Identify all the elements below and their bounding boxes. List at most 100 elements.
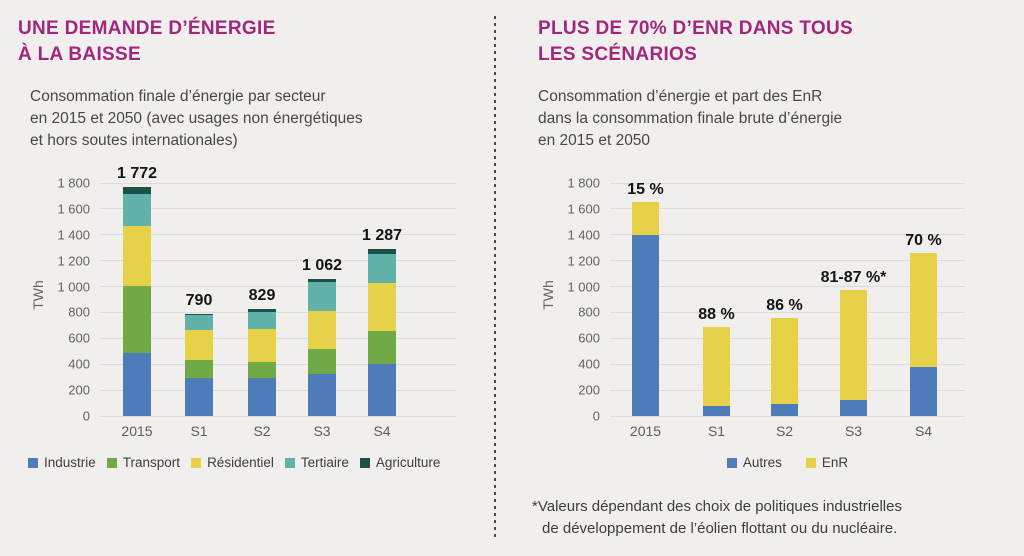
bar-segment-s2-transport <box>248 361 276 379</box>
legend-swatch-residentiel <box>191 457 202 468</box>
legend-label-transport: Transport <box>122 455 181 470</box>
legend-label-residentiel: Résidentiel <box>207 455 274 470</box>
left-chart-subtitle: Consommation finale d’énergie par secteu… <box>30 86 363 152</box>
y-tick-label-1400: 1 400 <box>57 227 90 243</box>
legend-swatch-autres <box>726 457 737 468</box>
bar-segment-2015-transport <box>123 285 151 353</box>
bar-segment-s3-residentiel <box>308 310 336 349</box>
x-category-label-s1: S1 <box>707 423 726 439</box>
y-tick-label-1200: 1 200 <box>567 253 600 269</box>
right-chart-subtitle: Consommation d’énergie et part des EnR d… <box>538 86 842 152</box>
y-tick-label-400: 400 <box>578 356 600 372</box>
y-tick-label-200: 200 <box>578 382 600 398</box>
bar-segment-s1-transport <box>185 359 213 379</box>
bar-segment-s4-enr <box>910 252 937 367</box>
y-tick-label-1600: 1 600 <box>57 201 90 217</box>
gridline-1000 <box>100 286 456 288</box>
bar-value-label-s2: 86 % <box>766 296 803 314</box>
bar-value-label-2015: 15 % <box>627 181 664 199</box>
y-axis-label: TWh <box>30 280 46 310</box>
bar-segment-s3-industrie <box>308 373 336 416</box>
x-category-label-s4: S4 <box>914 423 933 439</box>
footnote-line1: *Valeurs dépendant des choix de politiqu… <box>532 498 902 515</box>
y-tick-label-1400: 1 400 <box>567 227 600 243</box>
left-title-line2: À LA BAISSE <box>18 43 141 65</box>
x-category-label-s2: S2 <box>253 423 271 439</box>
bar-segment-2015-industrie <box>123 352 151 416</box>
bar-value-label-s2: 829 <box>248 286 276 304</box>
gridline-1400 <box>100 234 456 236</box>
left-panel-title: UNE DEMANDE D’ÉNERGIE À LA BAISSE <box>18 16 276 67</box>
legend-item-transport: Transport <box>106 455 181 470</box>
gridline-1600 <box>100 208 456 210</box>
gridline-1800 <box>100 182 456 184</box>
bar-segment-s1-industrie <box>185 378 213 416</box>
y-tick-label-1800: 1 800 <box>567 175 600 191</box>
x-category-label-s2: S2 <box>775 423 794 439</box>
bar-value-label-s3: 1 062 <box>301 256 343 274</box>
legend-secteurs: Industrie Transport Résidentiel Tertiaire Ag… <box>28 455 440 470</box>
gridline-600 <box>100 337 456 339</box>
bar-segment-s2-autres <box>771 403 798 416</box>
footnote: *Valeurs dépendant des choix de politiqu… <box>532 496 902 540</box>
y-tick-label-800: 800 <box>578 304 600 320</box>
left-subtitle-line1: Consommation finale d’énergie par secteu… <box>30 88 326 105</box>
bar-value-label-s4: 1 287 <box>361 227 403 245</box>
bar-segment-s3-tertiaire <box>308 282 336 311</box>
gridline-1000 <box>610 286 965 288</box>
bar-segment-s1-enr <box>703 326 730 407</box>
y-tick-label-1000: 1 000 <box>567 279 600 295</box>
bar-value-label-s3: 81-87 %* <box>820 269 887 287</box>
left-subtitle-line2: en 2015 et 2050 (avec usages non énergét… <box>30 110 363 127</box>
bar-value-label-s1: 88 % <box>698 305 735 323</box>
y-tick-label-1800: 1 800 <box>57 175 90 191</box>
gridline-1800 <box>610 182 965 184</box>
y-tick-label-1000: 1 000 <box>57 279 90 295</box>
y-tick-label-1600: 1 600 <box>567 201 600 217</box>
legend-label-autres: Autres <box>742 455 782 470</box>
bar-segment-2015-agriculture <box>123 186 151 195</box>
gridline-1600 <box>610 208 965 210</box>
bar-segment-s2-residentiel <box>248 329 276 362</box>
bar-segment-s1-agriculture <box>185 313 213 315</box>
vertical-dashed-divider <box>494 16 496 538</box>
gridline-1200 <box>610 260 965 262</box>
gridline-0 <box>610 415 965 417</box>
legend-item-tertiaire: Tertiaire <box>284 455 349 470</box>
gridline-1200 <box>100 260 456 262</box>
legend-item-agriculture: Agriculture <box>359 455 441 470</box>
gridline-800 <box>100 311 456 313</box>
legend-label-industrie: Industrie <box>44 455 96 470</box>
legend-item-autres: Autres <box>726 455 782 470</box>
legend-label-tertiaire: Tertiaire <box>300 455 349 470</box>
y-tick-label-400: 400 <box>68 356 90 372</box>
bar-value-label-s4: 70 % <box>905 231 942 249</box>
legend-enr: Autres EnR <box>610 455 965 470</box>
legend-swatch-industrie <box>28 457 38 468</box>
y-tick-label-600: 600 <box>578 330 600 346</box>
chart-consommation-par-secteur: 0 200 400 600 800 1 000 1 200 1 400 1 600 1 800 TW… <box>30 165 456 439</box>
right-title-line2: LES SCÉNARIOS <box>538 43 698 65</box>
legend-label-enr: EnR <box>821 455 849 470</box>
x-category-label-s3: S3 <box>313 423 331 439</box>
bar-segment-2015-autres <box>632 234 659 416</box>
x-category-label-s4: S4 <box>373 423 391 439</box>
x-category-label-2015: 2015 <box>629 423 662 439</box>
bar-segment-s4-residentiel <box>368 282 396 331</box>
y-tick-label-200: 200 <box>68 382 90 398</box>
right-subtitle-line3: en 2015 et 2050 <box>538 132 651 149</box>
footnote-line2: de développement de l’éolien flottant ou… <box>542 519 898 537</box>
bar-segment-2015-residentiel <box>123 226 151 286</box>
legend-label-agriculture: Agriculture <box>375 455 441 470</box>
bar-segment-s2-enr <box>771 317 798 404</box>
bar-segment-s2-industrie <box>248 378 276 416</box>
bar-value-label-s1: 790 <box>185 291 213 309</box>
gridline-0 <box>100 415 456 417</box>
y-tick-label-800: 800 <box>68 304 90 320</box>
left-title-line1: UNE DEMANDE D’ÉNERGIE <box>18 18 276 39</box>
gridline-400 <box>100 363 456 365</box>
legend-item-residentiel: Résidentiel <box>191 455 274 470</box>
legend-item-enr: EnR <box>805 455 849 470</box>
legend-swatch-agriculture <box>359 457 370 468</box>
